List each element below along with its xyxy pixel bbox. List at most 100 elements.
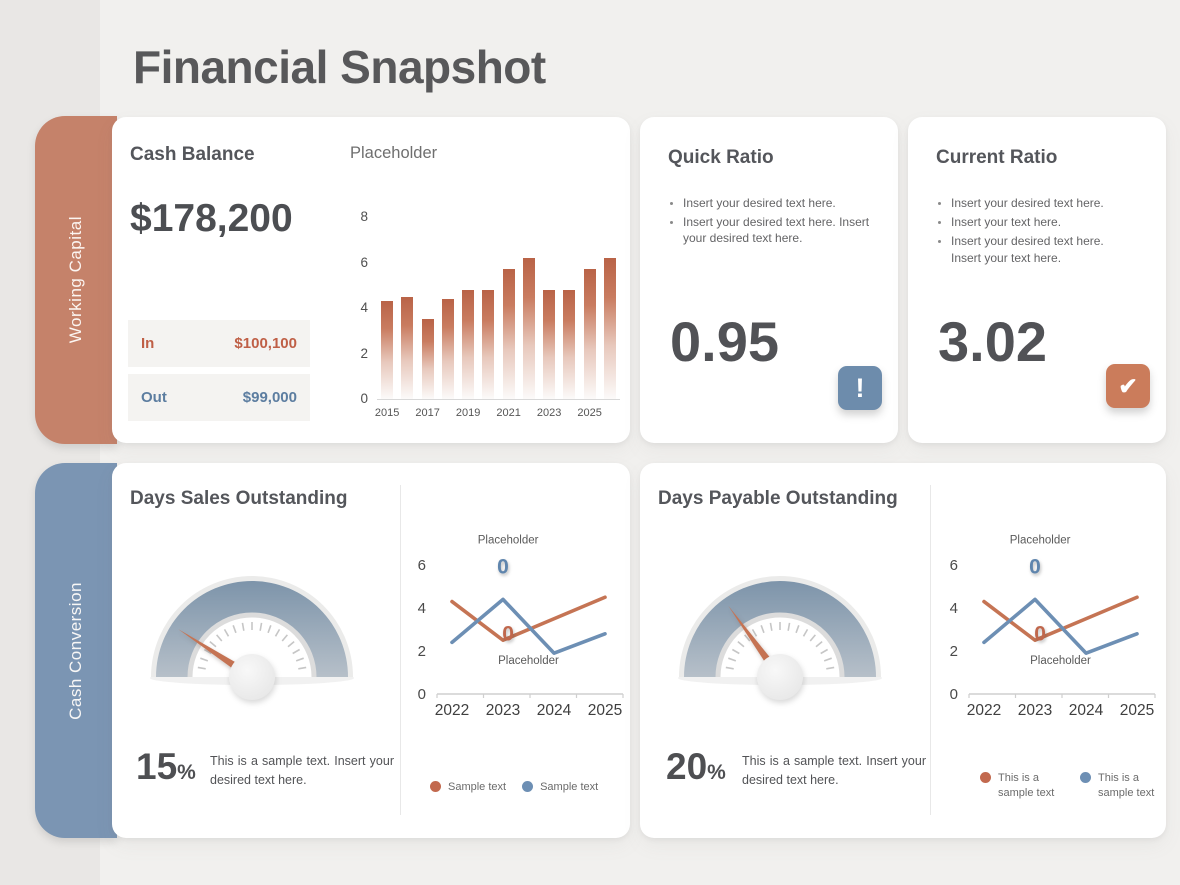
bar <box>522 257 535 399</box>
svg-text:Placeholder: Placeholder <box>498 655 559 667</box>
bar <box>462 289 475 399</box>
bar <box>563 289 576 399</box>
svg-text:2023: 2023 <box>486 702 520 719</box>
y-tick-label: 2 <box>360 345 368 361</box>
legend-label: Sample text <box>448 781 507 793</box>
dpo-title: Days Payable Outstanding <box>658 488 898 509</box>
legend-item: This is a sample text <box>1080 771 1164 801</box>
bar-chart-x-axis: 2015 2017 2019 2021 2023 2025 <box>374 407 620 423</box>
svg-text:0: 0 <box>1034 622 1046 645</box>
bullet-item: Insert your desired text here. Insert yo… <box>951 233 1112 265</box>
current-ratio-title: Current Ratio <box>936 147 1058 168</box>
cash-out-row: Out $99,000 <box>128 374 310 421</box>
tab-working-capital-label: Working Capital <box>66 216 85 344</box>
tab-working-capital[interactable]: Working Capital <box>35 116 117 444</box>
svg-text:0: 0 <box>418 686 426 703</box>
x-tick-label: 2015 <box>374 407 400 419</box>
cash-in-row: In $100,100 <box>128 320 310 367</box>
y-tick-label: 8 <box>360 209 368 224</box>
y-tick-label: 6 <box>360 254 368 270</box>
bullet-item: Insert your desired text here. <box>951 195 1112 211</box>
svg-text:Placeholder: Placeholder <box>478 535 539 547</box>
bullet-item: Insert your desired text here. <box>683 195 878 211</box>
dpo-line-chart: 0 2 4 6 2022 2023 2024 2025 Placeholder 0 0 Placeho… <box>950 535 1156 719</box>
check-icon: ✔ <box>1118 372 1138 399</box>
orange-dot-icon <box>980 772 991 783</box>
cash-in-value: $100,100 <box>234 335 297 352</box>
cash-balance-card: Cash Balance $178,200 In $100,100 Out $9… <box>112 117 630 443</box>
dpo-gauge <box>660 571 900 721</box>
legend-label: This is a sample text <box>998 772 1055 799</box>
orange-dot-icon <box>430 781 441 792</box>
cash-balance-title: Cash Balance <box>130 144 255 165</box>
x-tick-label: 2017 <box>415 407 440 419</box>
bar <box>441 298 454 399</box>
svg-text:6: 6 <box>950 557 958 574</box>
bar <box>543 289 556 399</box>
svg-text:Placeholder: Placeholder <box>1010 535 1071 547</box>
legend-item: Sample text <box>430 780 506 795</box>
svg-text:2023: 2023 <box>1018 702 1052 719</box>
svg-text:2022: 2022 <box>435 702 469 719</box>
days-payable-outstanding-card: Days Payable Outstanding 20% This is a s… <box>640 463 1166 838</box>
svg-text:4: 4 <box>418 600 426 617</box>
bar <box>502 269 515 399</box>
bar <box>381 301 394 399</box>
dso-gauge <box>132 571 372 721</box>
svg-text:0: 0 <box>1029 556 1041 579</box>
dso-legend: Sample text Sample text <box>430 780 598 795</box>
cash-flow-rows: In $100,100 Out $99,000 <box>128 320 310 421</box>
dpo-percent: 20% <box>666 746 726 787</box>
x-tick-label: 2025 <box>577 407 602 419</box>
svg-text:Placeholder: Placeholder <box>1030 655 1091 667</box>
bar <box>482 289 495 399</box>
current-ratio-card: Current Ratio Insert your desired text h… <box>908 117 1166 443</box>
bar <box>401 296 414 399</box>
svg-text:2025: 2025 <box>588 702 622 719</box>
quick-ratio-value: 0.95 <box>670 310 779 373</box>
dso-description: This is a sample text. Insert your desir… <box>210 754 394 787</box>
bar-chart-title: Placeholder <box>350 144 438 162</box>
bar <box>421 319 434 399</box>
divider <box>930 485 931 815</box>
y-tick-label: 0 <box>360 391 368 406</box>
quick-ratio-title: Quick Ratio <box>668 147 774 168</box>
warning-badge: ! <box>838 366 882 410</box>
y-tick-label: 4 <box>360 300 368 315</box>
legend-label: This is a sample text <box>1098 772 1155 799</box>
tab-cash-conversion[interactable]: Cash Conversion <box>35 463 117 838</box>
success-badge: ✔ <box>1106 364 1150 408</box>
dso-title: Days Sales Outstanding <box>130 488 348 509</box>
svg-text:2024: 2024 <box>1069 702 1104 719</box>
svg-text:2024: 2024 <box>537 702 572 719</box>
x-tick-label: 2021 <box>496 407 521 419</box>
legend-item: This is a sample text <box>980 771 1064 801</box>
x-tick-label: 2023 <box>536 407 562 419</box>
cash-out-label: Out <box>141 389 167 406</box>
bar <box>603 257 616 399</box>
dpo-legend: This is a sample text This is a sample t… <box>980 771 1164 801</box>
svg-text:2: 2 <box>418 643 426 660</box>
svg-text:2022: 2022 <box>967 702 1001 719</box>
dso-percent: 15% <box>136 746 196 787</box>
blue-dot-icon <box>1080 772 1091 783</box>
svg-text:2: 2 <box>950 643 958 660</box>
cash-out-value: $99,000 <box>242 389 297 406</box>
days-sales-outstanding-card: Days Sales Outstanding 15% This is a sam… <box>112 463 630 838</box>
svg-text:2025: 2025 <box>1120 702 1154 719</box>
svg-text:0: 0 <box>497 556 509 579</box>
bullet-item: Insert your desired text here. Insert yo… <box>683 214 878 246</box>
blue-dot-icon <box>522 781 534 792</box>
quick-ratio-card: Quick Ratio Insert your desired text her… <box>640 117 898 443</box>
svg-text:0: 0 <box>950 686 958 703</box>
svg-text:6: 6 <box>418 557 426 574</box>
legend-label: Sample text <box>540 781 599 793</box>
cash-in-label: In <box>141 335 155 352</box>
svg-text:4: 4 <box>950 600 958 617</box>
page-title: Financial Snapshot <box>133 41 546 93</box>
exclamation-icon: ! <box>855 372 865 403</box>
legend-item: Sample text <box>522 780 598 795</box>
bullet-item: Insert your text here. <box>951 214 1112 230</box>
current-ratio-bullets: Insert your desired text here. Insert yo… <box>936 195 1112 269</box>
